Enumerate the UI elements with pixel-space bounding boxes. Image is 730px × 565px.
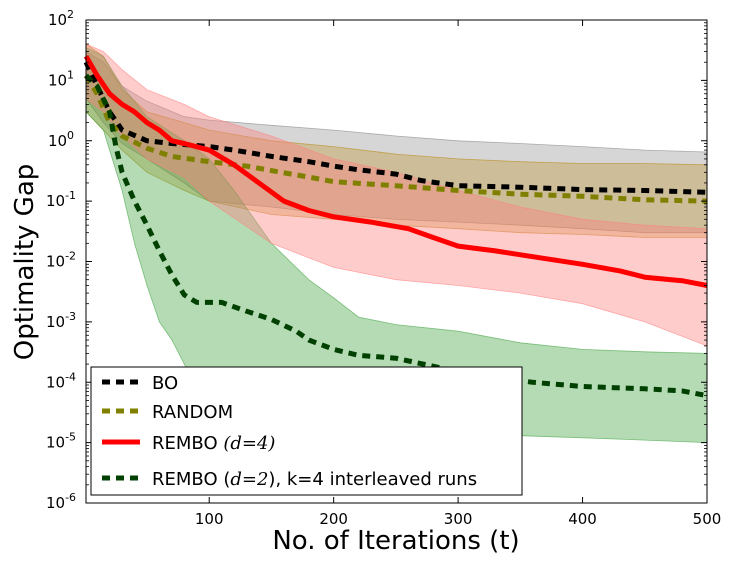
series-line-2 bbox=[83, 55, 708, 288]
y-tick-label: 102 bbox=[48, 8, 74, 29]
y-tick-label: 100 bbox=[48, 129, 74, 150]
series-lines bbox=[83, 55, 708, 399]
y-axis-title: Optimality Gap bbox=[10, 164, 40, 361]
legend-label: RANDOM bbox=[152, 402, 233, 423]
y-tick-label: 10-4 bbox=[46, 370, 76, 391]
y-tick-label: 10-6 bbox=[46, 491, 76, 512]
x-tick-label: 500 bbox=[693, 510, 722, 528]
x-tick-label: 100 bbox=[195, 510, 224, 528]
legend-label: BO bbox=[152, 373, 178, 394]
legend-box bbox=[90, 366, 523, 496]
legend: BO RANDOM REMBO (d=4) REMBO (d=2), k=4 inte… bbox=[90, 366, 523, 496]
y-tick-label: 10-2 bbox=[46, 250, 76, 271]
axis-ticks: 100 200 300 400 500 10-6 10-5 10-4 10-3 10-2 10-1 1… bbox=[46, 8, 721, 528]
series-line-1 bbox=[83, 74, 708, 204]
legend-label: REMBO (d=2), k=4 interleaved runs bbox=[152, 469, 477, 490]
x-axis-title: No. of Iterations (t) bbox=[272, 526, 519, 556]
series-line-0 bbox=[83, 61, 708, 195]
y-tick-label: 10-1 bbox=[46, 189, 76, 210]
x-tick-label: 400 bbox=[568, 510, 597, 528]
y-tick-label: 101 bbox=[48, 68, 74, 89]
y-tick-label: 10-3 bbox=[46, 310, 76, 331]
series-line-3 bbox=[84, 73, 708, 399]
y-tick-label: 10-5 bbox=[46, 431, 76, 452]
band-3 bbox=[85, 46, 708, 444]
x-tick-label: 200 bbox=[319, 510, 348, 528]
confidence-bands bbox=[85, 43, 708, 444]
x-tick-label: 300 bbox=[444, 510, 473, 528]
legend-label: REMBO (d=4) bbox=[152, 433, 275, 454]
